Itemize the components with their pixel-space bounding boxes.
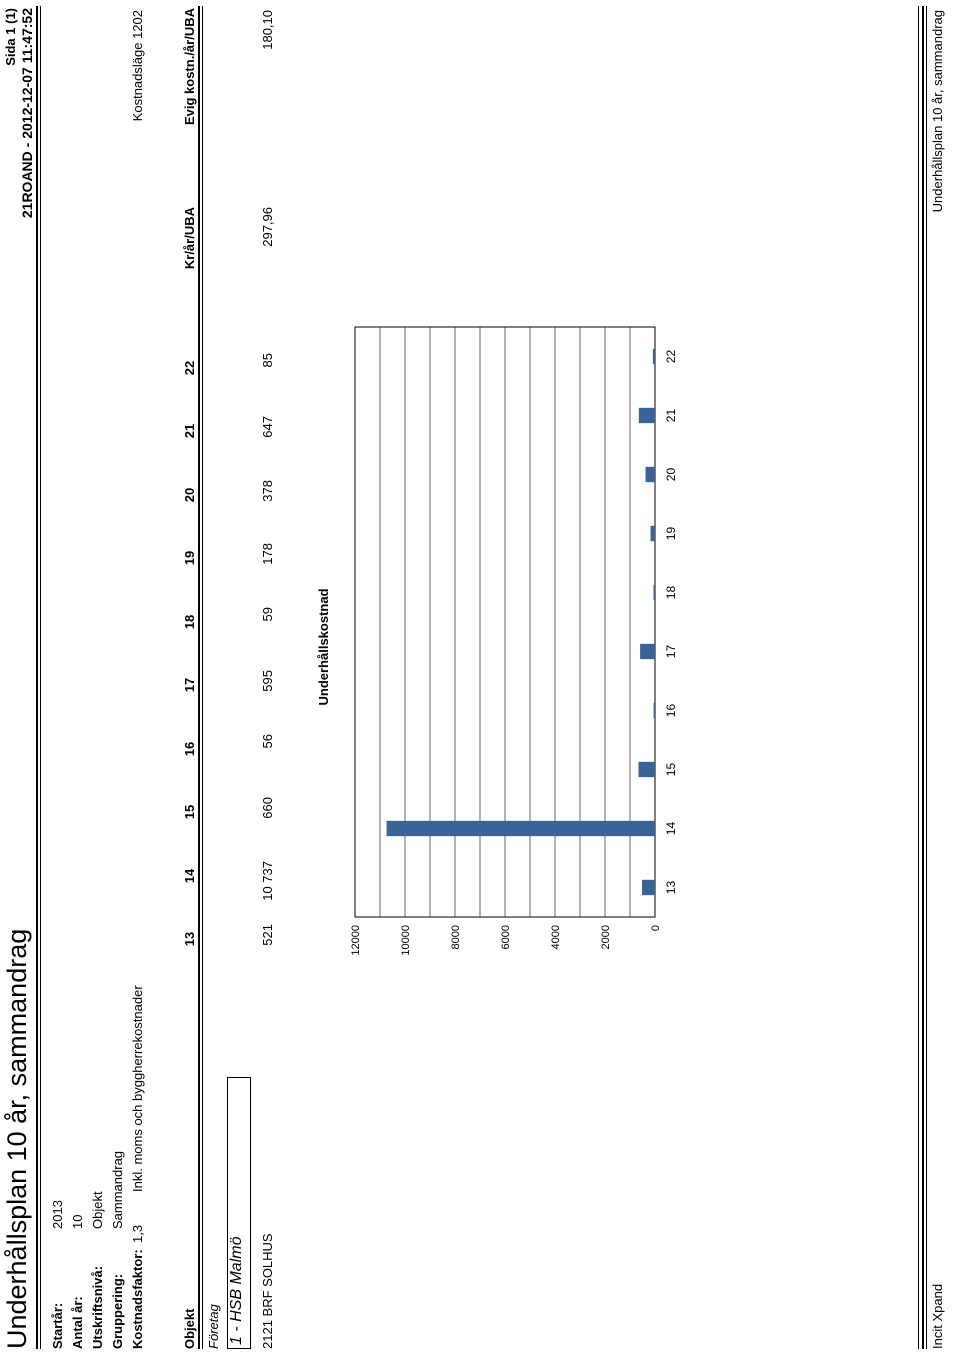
- gruppering-value: Sammandrag: [110, 1150, 125, 1229]
- antal-value: 10: [70, 1214, 85, 1229]
- footer-right: Underhållsplan 10 år, sammandrag: [930, 10, 945, 213]
- bar-22: [652, 348, 655, 365]
- footer-rule-thin-top: [918, 6, 919, 1349]
- page-number: Sida 1 (1): [3, 8, 18, 66]
- x-tick-label: 16: [664, 704, 678, 718]
- x-tick-label: 14: [664, 822, 678, 836]
- x-tick-label: 20: [664, 468, 678, 482]
- bar-13: [641, 879, 656, 896]
- x-tick-label: 21: [664, 409, 678, 423]
- col-year-15: 15: [182, 804, 197, 820]
- bar-19: [650, 525, 655, 542]
- table-header-rule-thick: [198, 6, 200, 1349]
- footer-left: Incit Xpand: [930, 1283, 945, 1349]
- y-tick-label: 8000: [450, 925, 462, 949]
- y-tick-label: 10000: [400, 925, 412, 956]
- header-rule-thin: [40, 6, 41, 1349]
- col-year-20: 20: [182, 487, 197, 503]
- utskrift-label: Utskriftsnivå:: [90, 1265, 105, 1349]
- report-title: Underhållsplan 10 år, sammandrag: [2, 928, 32, 1349]
- row-value-17: 595: [260, 670, 275, 692]
- row-value-14: 10 737: [260, 861, 275, 901]
- row-value-19: 178: [260, 543, 275, 565]
- underhallskostnad-chart: Underhållskostnad 0 2000 4000 6000 8000 10000…: [316, 326, 678, 956]
- kostnadsfaktor-value: 1,3: [130, 1224, 145, 1243]
- col-evig-kostnad: Evig kostn./år/UBA: [182, 8, 197, 126]
- x-tick-label: 15: [664, 763, 678, 777]
- row-value-18: 59: [260, 607, 275, 622]
- row-value-21: 647: [260, 416, 275, 438]
- bar-14: [386, 820, 655, 837]
- col-objekt: Objekt: [182, 1308, 197, 1349]
- chart-title: Underhållskostnad: [316, 588, 331, 705]
- row-evig-kostnad: 180,10: [260, 10, 275, 50]
- y-tick-label: 2000: [600, 925, 612, 949]
- table-header-rule-thin: [202, 6, 203, 1349]
- antal-label: Antal år:: [70, 1296, 85, 1349]
- group-value: 1 - HSB Malmö: [228, 1236, 245, 1345]
- row-value-15: 660: [260, 797, 275, 819]
- row-kr-ar-uba: 297,96: [260, 207, 275, 247]
- startar-label: Startår:: [50, 1302, 65, 1349]
- bar-16: [653, 702, 656, 719]
- x-tick-label: 18: [664, 586, 678, 600]
- row-value-22: 85: [260, 353, 275, 368]
- row-object-name: 2121 BRF SOLHUS: [260, 1233, 275, 1349]
- gruppering-label: Gruppering:: [110, 1273, 125, 1349]
- row-value-20: 378: [260, 480, 275, 502]
- bar-17: [640, 643, 655, 660]
- group-label: Företag: [206, 1304, 221, 1349]
- x-tick-label: 17: [664, 645, 678, 659]
- col-kr-ar-uba: Kr/år/UBA: [182, 207, 197, 270]
- col-year-13: 13: [182, 931, 197, 947]
- bar-15: [638, 761, 655, 778]
- moms-note: Inkl. moms och byggherrekostnader: [130, 985, 145, 1192]
- x-tick-label: 22: [664, 350, 678, 364]
- row-value-13: 521: [260, 924, 275, 946]
- col-year-22: 22: [182, 360, 197, 376]
- kostnadsfaktor-label: Kostnadsfaktor:: [130, 1249, 145, 1349]
- footer-rule-thin: [926, 6, 927, 1349]
- col-year-14: 14: [182, 868, 197, 884]
- x-tick-label: 13: [664, 881, 678, 895]
- bar-18: [653, 584, 655, 601]
- row-value-16: 56: [260, 734, 275, 749]
- col-year-16: 16: [182, 741, 197, 757]
- col-year-18: 18: [182, 614, 197, 630]
- kostnadslage: Kostnadsläge 1202: [130, 10, 145, 122]
- y-tick-label: 0: [650, 925, 662, 931]
- col-year-17: 17: [182, 677, 197, 693]
- utskrift-value: Objekt: [90, 1191, 105, 1229]
- bar-20: [645, 466, 655, 483]
- y-tick-label: 12000: [350, 925, 362, 956]
- report-id: 21ROAND - 2012-12-07 11:47:52: [19, 8, 35, 219]
- y-tick-label: 6000: [500, 925, 512, 949]
- x-tick-label: 19: [664, 527, 678, 541]
- bar-21: [638, 407, 656, 424]
- col-year-19: 19: [182, 550, 197, 566]
- col-year-21: 21: [182, 423, 197, 439]
- y-tick-label: 4000: [550, 925, 562, 949]
- startar-value: 2013: [50, 1200, 65, 1229]
- header-rule-thick: [36, 6, 38, 1349]
- footer-rule-thick: [922, 6, 924, 1349]
